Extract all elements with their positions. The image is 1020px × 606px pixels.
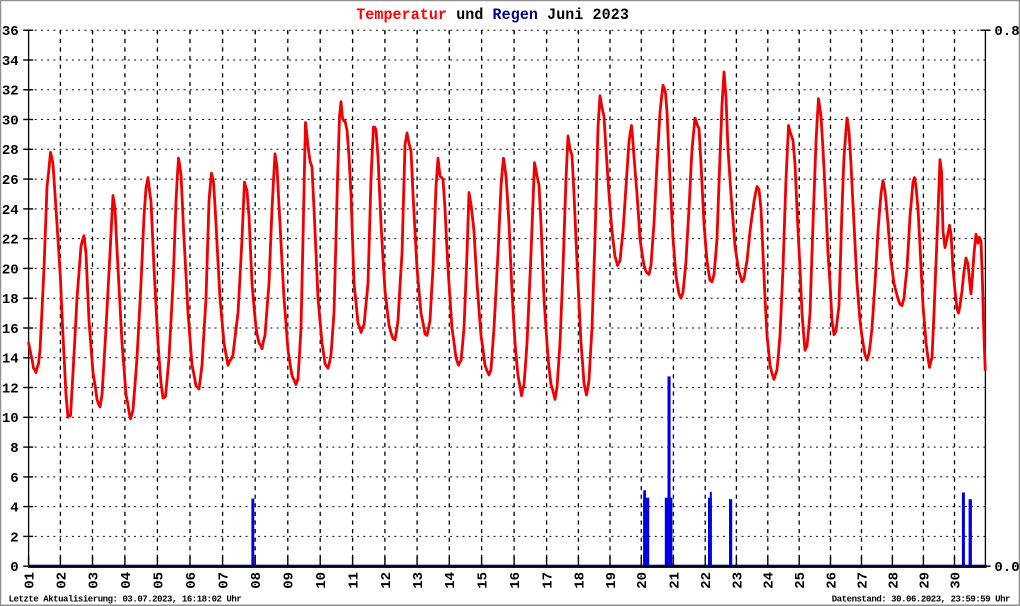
svg-text:14: 14 <box>443 572 459 589</box>
svg-text:15: 15 <box>476 572 492 589</box>
svg-text:19: 19 <box>604 572 620 589</box>
svg-text:18: 18 <box>572 572 588 589</box>
svg-text:34: 34 <box>2 54 19 70</box>
svg-text:10: 10 <box>2 411 19 427</box>
svg-text:21: 21 <box>667 572 683 589</box>
svg-text:01: 01 <box>23 572 39 589</box>
svg-text:10: 10 <box>314 572 330 589</box>
svg-text:23: 23 <box>730 572 746 589</box>
svg-text:Datenstand: 30.06.2023, 23:59:: Datenstand: 30.06.2023, 23:59:59 Uhr <box>832 594 1010 604</box>
svg-text:12: 12 <box>379 572 395 589</box>
svg-text:18: 18 <box>2 292 19 308</box>
svg-text:22: 22 <box>699 572 715 589</box>
svg-text:22: 22 <box>2 233 19 249</box>
svg-text:25: 25 <box>793 572 809 589</box>
svg-text:8: 8 <box>10 441 18 457</box>
svg-text:0.8: 0.8 <box>994 24 1019 40</box>
svg-text:29: 29 <box>917 572 933 589</box>
svg-text:30: 30 <box>2 113 19 129</box>
svg-text:14: 14 <box>2 352 19 368</box>
svg-text:2: 2 <box>10 530 18 546</box>
svg-text:24: 24 <box>2 203 19 219</box>
svg-text:06: 06 <box>184 572 200 589</box>
svg-text:26: 26 <box>824 572 840 589</box>
svg-text:08: 08 <box>249 572 265 589</box>
svg-text:16: 16 <box>508 572 524 589</box>
svg-text:32: 32 <box>2 84 19 100</box>
svg-text:16: 16 <box>2 322 19 338</box>
svg-text:05: 05 <box>151 572 167 589</box>
svg-text:04: 04 <box>119 572 135 589</box>
svg-text:02: 02 <box>54 572 70 589</box>
svg-text:03: 03 <box>86 572 102 589</box>
svg-text:36: 36 <box>2 24 19 40</box>
svg-text:24: 24 <box>762 572 778 589</box>
svg-text:12: 12 <box>2 381 19 397</box>
svg-text:Letzte Aktualisierung: 03.07.2: Letzte Aktualisierung: 03.07.2023, 16:18… <box>9 594 242 604</box>
svg-text:0.0: 0.0 <box>994 560 1019 576</box>
svg-text:20: 20 <box>635 572 651 589</box>
svg-text:26: 26 <box>2 173 19 189</box>
svg-text:6: 6 <box>10 471 18 487</box>
svg-text:20: 20 <box>2 262 19 278</box>
svg-text:13: 13 <box>411 572 427 589</box>
svg-text:28: 28 <box>2 143 19 159</box>
svg-text:Temperatur und Regen Juni 2023: Temperatur und Regen Juni 2023 <box>356 6 629 24</box>
svg-text:07: 07 <box>217 572 233 589</box>
svg-text:11: 11 <box>347 572 363 589</box>
svg-text:4: 4 <box>10 501 18 517</box>
svg-text:0: 0 <box>10 560 18 576</box>
svg-text:28: 28 <box>886 572 902 589</box>
svg-text:09: 09 <box>282 572 298 589</box>
svg-text:30: 30 <box>948 572 964 589</box>
svg-text:27: 27 <box>855 572 871 589</box>
svg-text:17: 17 <box>541 572 557 589</box>
